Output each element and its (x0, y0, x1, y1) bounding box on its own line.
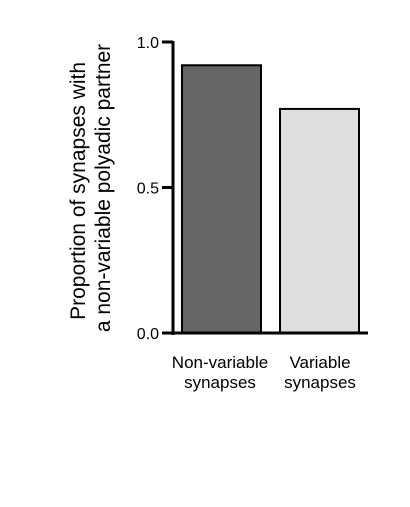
x-category-label-1: Non-variable synapses (172, 353, 268, 392)
bars (181, 64, 360, 335)
x-category-label-2-line-1: Variable (289, 353, 350, 372)
y-tick-label-2: 0.5 (137, 181, 159, 198)
x-category-label-1-line-1: Non-variable (172, 353, 268, 372)
y-axis-label: Proportion of synapses with a non-variab… (67, 44, 115, 332)
y-axis-label-line-2: a non-variable polyadic partner (92, 44, 115, 332)
x-category-label-2-line-2: synapses (284, 373, 356, 392)
bar-1 (181, 64, 262, 334)
y-axis-label-line-1: Proportion of synapses with (67, 62, 90, 320)
x-category-label-1-line-2: synapses (184, 373, 256, 392)
x-category-label-2: Variable synapses (284, 353, 356, 392)
y-tick-label-1: 0.0 (137, 326, 159, 343)
y-tick-label-3: 1.0 (137, 35, 159, 52)
bar-2 (279, 107, 360, 335)
y-ticks: 0.0 0.5 1.0 (137, 35, 173, 343)
